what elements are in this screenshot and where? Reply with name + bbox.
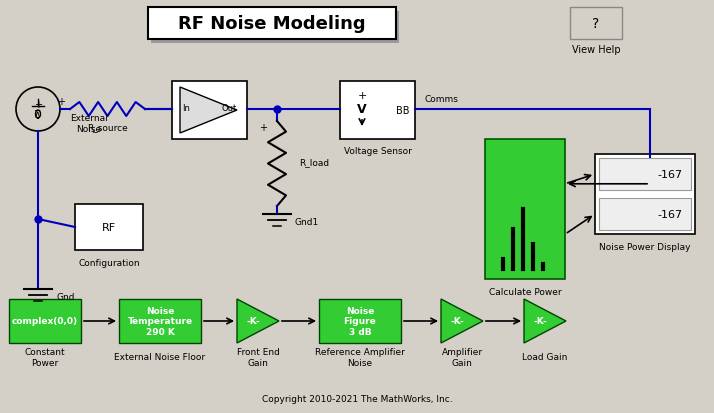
Text: R_source: R_source (87, 123, 128, 132)
Bar (319, 299, 401, 343)
Text: View Help: View Help (572, 45, 620, 55)
Bar (340, 82, 415, 140)
Bar (595, 154, 695, 235)
Polygon shape (441, 299, 483, 343)
Text: complex(0,0): complex(0,0) (12, 317, 78, 326)
Text: In: In (182, 104, 190, 113)
Bar (9, 299, 81, 343)
Polygon shape (180, 88, 237, 134)
Text: RF Noise Modeling: RF Noise Modeling (178, 15, 366, 33)
Text: Reference Amplifier
Noise: Reference Amplifier Noise (315, 347, 405, 367)
Text: Voltage Sensor: Voltage Sensor (343, 147, 411, 156)
Text: Gnd: Gnd (56, 293, 74, 302)
Text: Calculate Power: Calculate Power (488, 288, 561, 297)
Bar (599, 159, 691, 190)
Bar (75, 204, 143, 250)
Text: Constant
Power: Constant Power (25, 347, 65, 367)
Bar (570, 8, 622, 40)
Text: BB: BB (396, 106, 410, 116)
Text: RF: RF (102, 223, 116, 233)
Bar (151, 12, 399, 44)
Bar (119, 299, 201, 343)
Text: -K-: -K- (247, 317, 261, 326)
Text: ?: ? (593, 17, 600, 31)
Text: Copyright 2010-2021 The MathWorks, Inc.: Copyright 2010-2021 The MathWorks, Inc. (262, 394, 452, 404)
Text: +: + (34, 100, 42, 110)
Text: Amplifier
Gain: Amplifier Gain (441, 347, 483, 367)
Text: -167: -167 (658, 209, 683, 219)
Text: Configuration: Configuration (79, 259, 140, 268)
Text: -K-: -K- (451, 317, 465, 326)
Text: Noise
Figure
3 dB: Noise Figure 3 dB (343, 306, 376, 336)
Text: Noise Power Display: Noise Power Display (599, 243, 690, 252)
Bar (172, 82, 247, 140)
Text: Load Gain: Load Gain (523, 353, 568, 362)
Text: -K-: -K- (534, 317, 548, 326)
Text: +: + (259, 123, 267, 133)
Bar (485, 140, 565, 279)
Text: Noise
Temperature
290 K: Noise Temperature 290 K (127, 306, 193, 336)
Text: External Noise Floor: External Noise Floor (114, 353, 206, 362)
Text: +: + (357, 91, 367, 101)
Text: -167: -167 (658, 170, 683, 180)
Text: External
Noise: External Noise (70, 114, 108, 133)
Polygon shape (237, 299, 279, 343)
Text: Out: Out (222, 104, 237, 113)
Text: V: V (357, 103, 367, 116)
Text: Front End
Gain: Front End Gain (236, 347, 279, 367)
Text: Comms: Comms (425, 95, 459, 104)
Polygon shape (524, 299, 566, 343)
Circle shape (16, 88, 60, 132)
Text: Gnd1: Gnd1 (295, 218, 319, 227)
Text: ⊼: ⊼ (34, 109, 41, 119)
Bar (599, 199, 691, 230)
Bar (148, 8, 396, 40)
Text: R_load: R_load (299, 158, 329, 166)
Text: +: + (57, 97, 65, 107)
